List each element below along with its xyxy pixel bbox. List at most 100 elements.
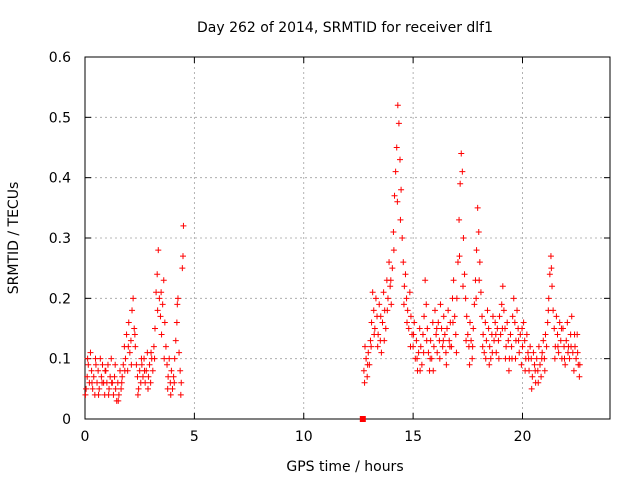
data-point <box>467 319 473 326</box>
data-point <box>418 361 425 368</box>
data-point <box>542 331 549 338</box>
data-point <box>553 313 560 320</box>
data-point <box>449 319 456 326</box>
data-point <box>415 349 422 356</box>
data-point <box>92 355 99 362</box>
data-point <box>411 319 418 326</box>
data-point <box>463 337 470 344</box>
data-point <box>495 337 502 344</box>
data-point <box>365 349 372 356</box>
data-point <box>570 367 577 374</box>
data-point <box>118 379 125 386</box>
data-point <box>138 355 145 362</box>
data-point <box>460 235 467 241</box>
data-point <box>463 313 470 320</box>
data-point <box>564 319 571 326</box>
data-point <box>530 349 537 356</box>
data-point <box>462 295 469 302</box>
data-point <box>87 349 94 356</box>
data-point <box>436 355 443 362</box>
data-point <box>419 331 426 338</box>
data-point <box>464 331 471 338</box>
data-point <box>576 361 583 368</box>
data-point <box>423 301 430 308</box>
data-point <box>469 355 476 362</box>
data-point <box>565 349 571 356</box>
data-point <box>130 295 137 302</box>
data-point <box>499 283 506 290</box>
data-point <box>440 337 447 344</box>
data-point <box>508 343 515 350</box>
data-point <box>90 373 97 380</box>
data-point <box>395 120 402 127</box>
data-point <box>446 337 453 344</box>
data-point <box>154 271 161 278</box>
data-point <box>528 385 535 392</box>
data-point <box>125 343 132 350</box>
data-point <box>546 271 553 278</box>
data-point <box>94 379 101 386</box>
data-point <box>153 289 160 296</box>
data-point <box>142 379 149 386</box>
data-point <box>554 331 561 338</box>
data-point <box>118 385 125 392</box>
data-point <box>173 319 180 326</box>
data-point <box>461 271 468 278</box>
data-point <box>83 385 90 392</box>
data-point <box>519 325 526 332</box>
data-point <box>105 391 112 398</box>
data-point <box>492 331 499 338</box>
data-point <box>427 355 434 362</box>
data-point <box>102 367 109 374</box>
data-point <box>92 361 99 368</box>
data-point <box>371 325 378 332</box>
data-point <box>566 355 573 362</box>
data-point <box>489 313 496 320</box>
data-point <box>126 349 133 356</box>
data-point <box>384 295 391 302</box>
data-point <box>161 319 168 326</box>
x-axis-label: GPS time / hours <box>286 459 403 475</box>
data-point <box>397 216 404 223</box>
data-point <box>533 355 540 362</box>
data-point <box>557 337 564 344</box>
data-point <box>131 331 138 338</box>
data-point <box>164 385 171 392</box>
data-point <box>433 325 440 332</box>
data-point <box>406 289 413 296</box>
data-point <box>549 283 556 290</box>
data-point <box>99 379 106 386</box>
data-point <box>149 367 156 374</box>
data-point <box>479 343 486 350</box>
data-point <box>128 361 135 368</box>
x-tick-label: 20 <box>514 429 532 445</box>
data-point <box>158 289 165 296</box>
data-point <box>108 355 115 362</box>
data-point <box>492 319 499 326</box>
data-point <box>167 391 174 398</box>
data-point <box>459 168 466 175</box>
data-point <box>386 259 393 266</box>
data-point <box>555 349 562 356</box>
data-point <box>470 325 477 332</box>
y-tick-label: 0.5 <box>49 110 71 126</box>
data-point <box>457 180 464 187</box>
data-point <box>466 361 473 368</box>
data-point <box>551 325 558 332</box>
data-point <box>571 331 578 338</box>
x-tick-label: 5 <box>190 429 199 445</box>
data-point <box>496 313 503 320</box>
data-point <box>422 277 429 284</box>
y-tick-label: 0.6 <box>49 50 71 66</box>
data-point <box>532 367 539 374</box>
data-point <box>518 361 525 368</box>
data-point <box>177 367 184 374</box>
data-point <box>371 331 378 338</box>
data-point <box>403 295 410 302</box>
data-point <box>558 325 565 332</box>
data-point <box>468 337 475 344</box>
data-point <box>453 349 460 356</box>
data-point <box>531 361 538 368</box>
data-point <box>378 349 385 356</box>
x-tick-label: 0 <box>81 429 90 445</box>
